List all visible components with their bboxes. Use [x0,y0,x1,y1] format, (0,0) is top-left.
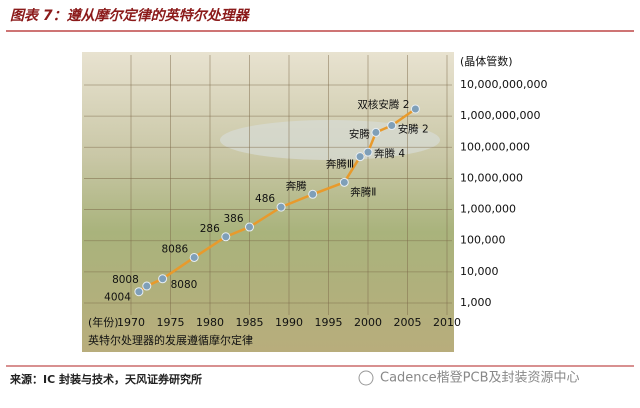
point [387,121,397,131]
scenery [220,120,440,160]
point-label: 奔腾Ⅲ [326,158,354,171]
y-tick-label: 10,000,000 [460,171,523,184]
y-tick-label: 1,000,000 [460,203,516,216]
chart-caption: 英特尔处理器的发展遵循摩尔定律 [88,333,253,347]
chart-background [82,52,454,352]
watermark: Cadence楷登PCB及封装资源中心 [380,371,580,386]
x-tick-label: 1995 [315,316,343,329]
y-tick-label: 1,000,000,000 [460,109,540,122]
point-label: 奔腾Ⅱ [350,185,376,198]
point [355,152,365,162]
source: 来源：IC 封装与技术，天风证券研究所 [9,372,202,386]
point [276,202,286,212]
point [189,252,199,262]
x-tick-label: 2000 [354,316,382,329]
point [308,189,318,199]
y-tick-label: 100,000 [460,234,506,247]
x-axis-label: (年份) [88,315,119,329]
point-label: 286 [200,223,220,235]
point [245,222,254,232]
point-label: 双核安腾 2 [357,98,409,111]
point-label: 8080 [171,279,198,291]
watermark-icon [358,370,374,386]
point-label: 8008 [112,274,139,286]
y-tick-label: 10,000 [460,265,499,278]
x-tick-label: 1975 [157,316,185,329]
point-label: 8086 [161,243,188,255]
point [371,127,381,137]
figure-title: 图表 7：遵从摩尔定律的英特尔处理器 [10,7,251,24]
y-axis-label: (晶体管数) [460,54,513,68]
point [134,287,144,297]
point [158,274,168,284]
y-tick-label: 100,000,000 [460,140,530,153]
point-label: 486 [255,193,275,205]
x-tick-label: 1980 [196,316,224,329]
point-label: 安腾 2 [398,123,429,136]
point [221,232,231,242]
point [410,104,420,114]
point-label: 386 [223,213,243,225]
point [339,177,349,187]
point-label: 安腾 [349,127,370,140]
point-label: 奔腾 [286,179,307,192]
x-tick-label: 1990 [275,316,303,329]
y-tick-label: 1,000 [460,296,492,309]
x-tick-label: 2005 [394,316,422,329]
point-label: 奔腾 4 [374,147,405,160]
point [142,281,152,291]
point-label: 4004 [104,292,131,304]
point [363,147,373,157]
x-tick-label: 1970 [117,316,145,329]
y-tick-label: 10,000,000,000 [460,78,547,91]
x-tick-label: 1985 [236,316,264,329]
x-tick-label: 2010 [433,316,461,329]
